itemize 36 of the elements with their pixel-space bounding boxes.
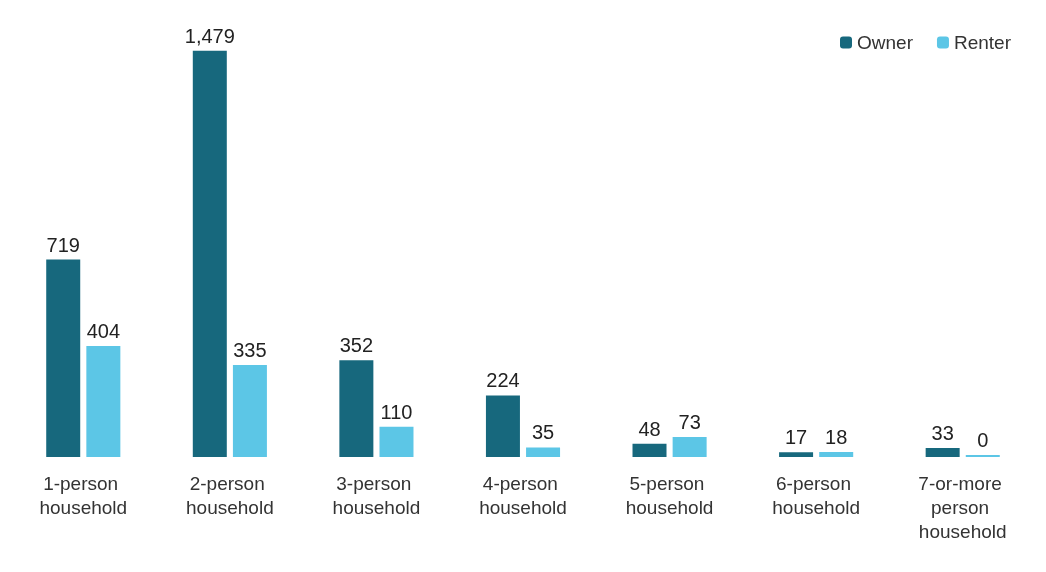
bar — [819, 452, 854, 457]
bar — [232, 364, 267, 457]
data-label: 35 — [531, 421, 555, 444]
bar — [526, 447, 561, 457]
x-tick-label: 3-person household — [332, 472, 421, 518]
data-label: 33 — [931, 421, 954, 444]
data-label: 404 — [86, 320, 121, 343]
data-label: 352 — [339, 334, 374, 357]
data-label: 335 — [233, 338, 267, 361]
data-label: 48 — [638, 417, 661, 440]
x-tick-label: 1-person household — [39, 472, 128, 518]
bar — [925, 447, 960, 457]
bar — [379, 426, 414, 457]
legend-label: Owner — [857, 32, 914, 53]
legend-label: Renter — [953, 32, 1012, 53]
data-label: 224 — [486, 369, 520, 392]
bar — [339, 360, 374, 457]
bar — [86, 346, 121, 457]
bar — [779, 452, 814, 457]
data-label: 0 — [977, 429, 989, 451]
data-label: 73 — [678, 410, 701, 433]
data-label: 17 — [784, 426, 808, 449]
x-tick-label: 2-person household — [186, 472, 274, 518]
x-tick-label: 4-person household — [479, 472, 567, 518]
bar — [192, 50, 227, 457]
bar — [46, 259, 81, 457]
x-tick-label: 7-or-more person household — [918, 472, 1008, 542]
x-tick-label: 6-person household — [772, 472, 860, 518]
bar — [485, 395, 520, 457]
bar — [672, 436, 707, 457]
x-tick-label: 5-person household — [625, 472, 714, 518]
bar — [632, 443, 667, 457]
data-label: 719 — [46, 233, 80, 256]
data-label: 110 — [380, 400, 413, 423]
data-label: 1,479 — [184, 24, 235, 47]
data-label: 18 — [825, 426, 848, 449]
